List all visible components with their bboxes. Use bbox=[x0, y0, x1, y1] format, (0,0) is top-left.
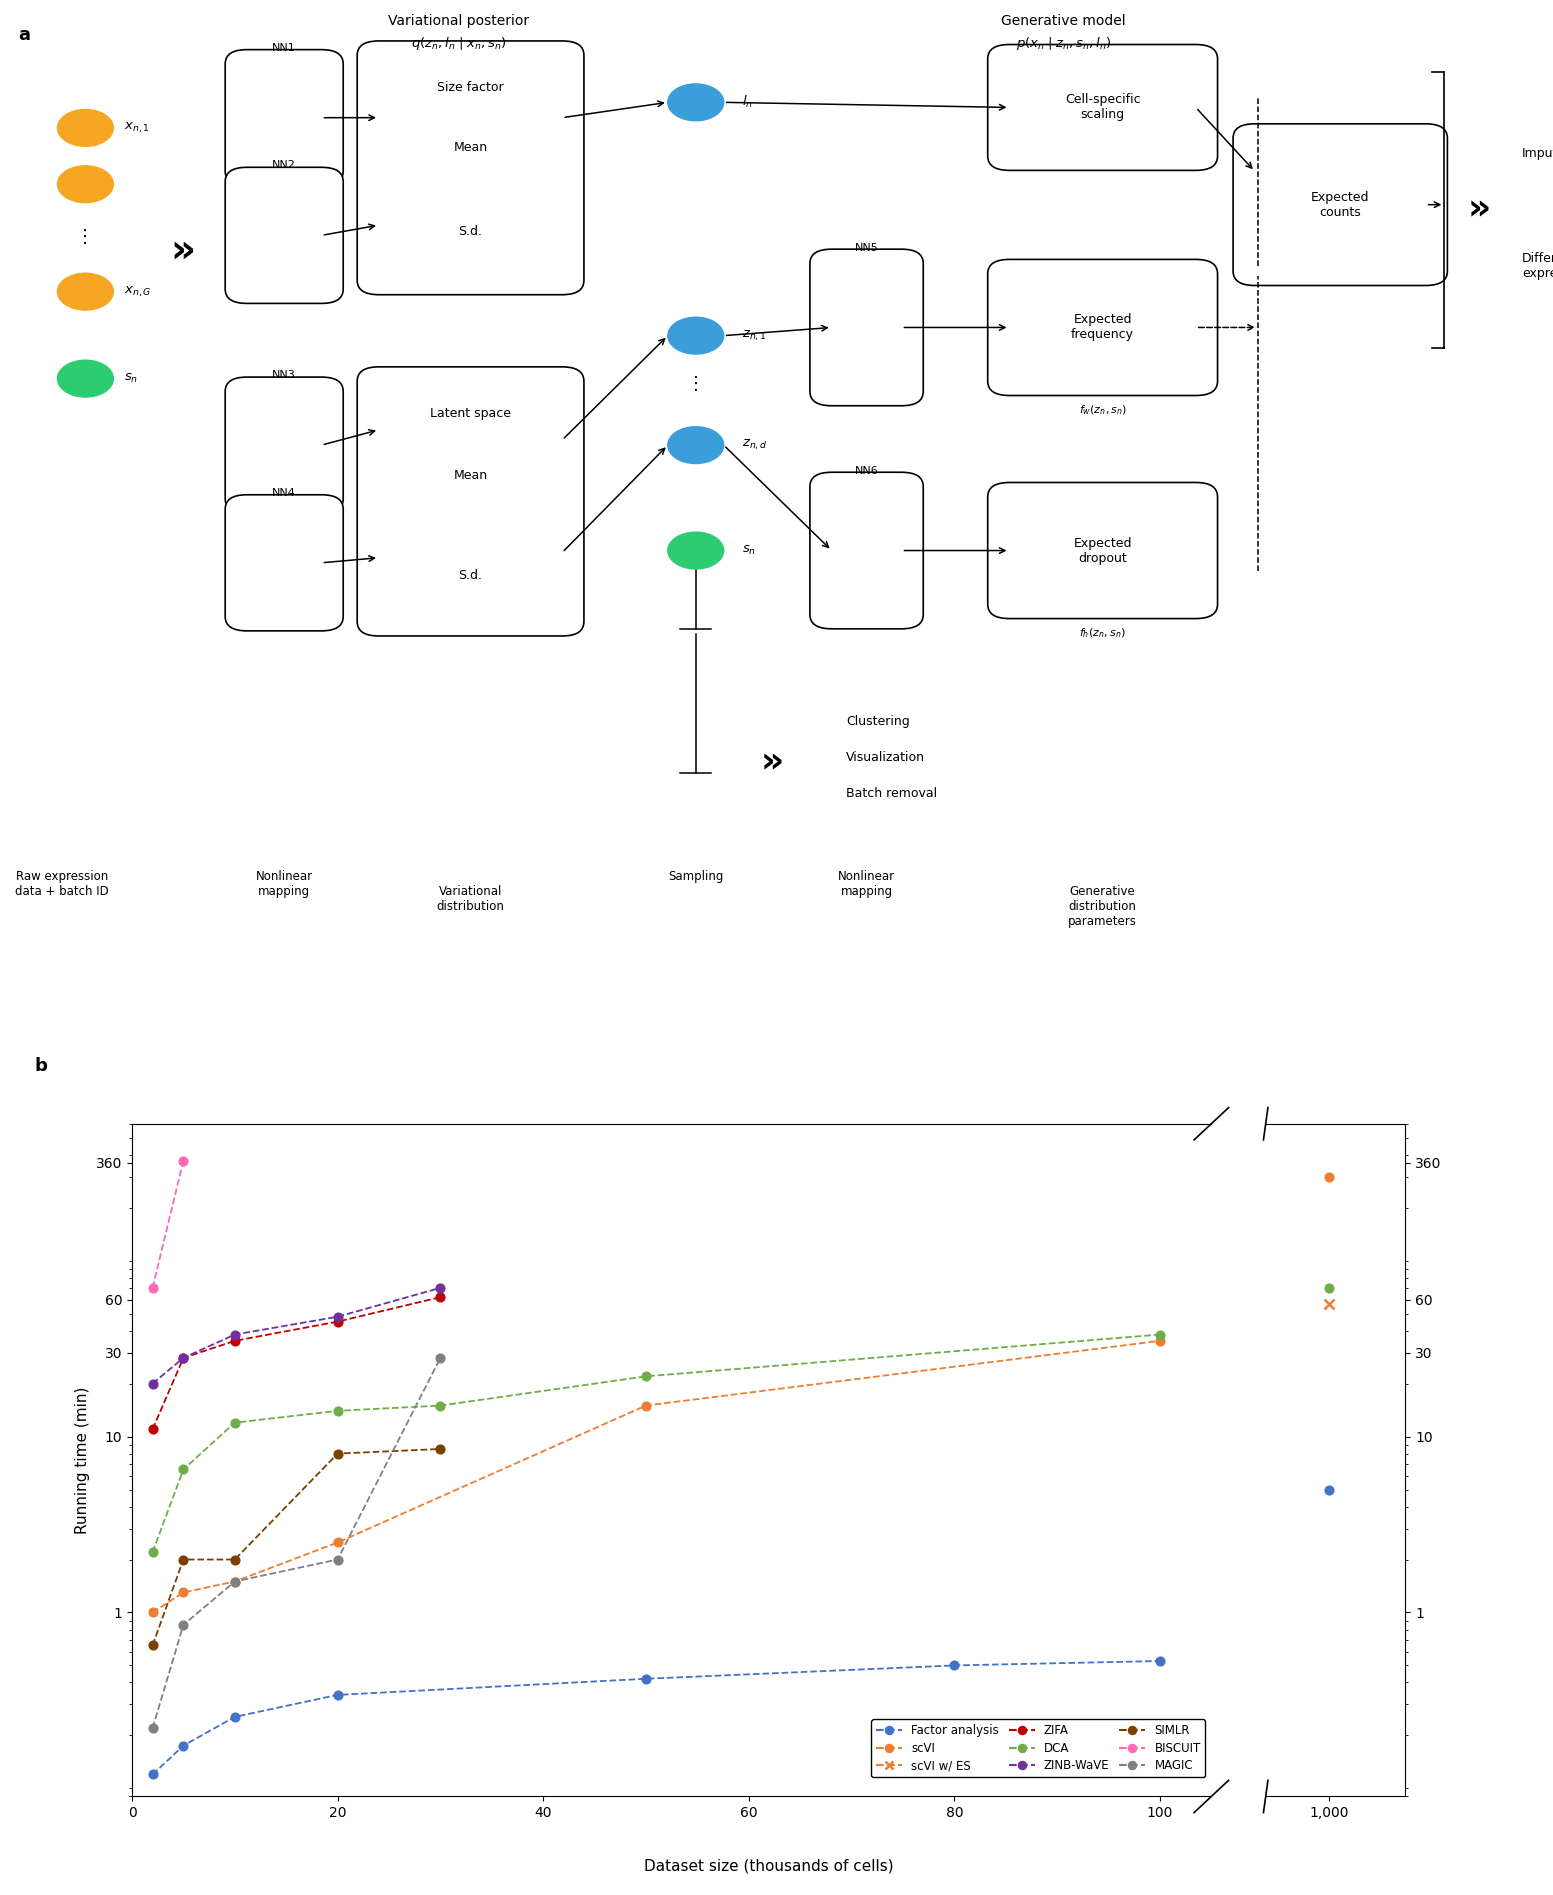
Circle shape bbox=[57, 273, 113, 311]
Text: $s_n$: $s_n$ bbox=[124, 371, 138, 385]
FancyBboxPatch shape bbox=[225, 377, 343, 514]
Text: NN3: NN3 bbox=[272, 370, 297, 381]
Text: Cell-specific
scaling: Cell-specific scaling bbox=[1065, 93, 1140, 121]
Circle shape bbox=[668, 532, 724, 568]
Text: Size factor: Size factor bbox=[438, 81, 503, 95]
Circle shape bbox=[57, 360, 113, 398]
Text: Clustering: Clustering bbox=[846, 714, 910, 728]
FancyBboxPatch shape bbox=[988, 44, 1218, 171]
Text: $x_{n,G}$: $x_{n,G}$ bbox=[124, 284, 152, 299]
Text: Variational posterior: Variational posterior bbox=[388, 15, 528, 28]
Y-axis label: Running time (min): Running time (min) bbox=[76, 1387, 90, 1533]
Text: Variational
distribution: Variational distribution bbox=[436, 885, 505, 913]
Text: Latent space: Latent space bbox=[430, 407, 511, 421]
Legend: Factor analysis, scVI, scVI w/ ES, ZIFA, DCA, ZINB-WaVE, SIMLR, BISCUIT, MAGIC: Factor analysis, scVI, scVI w/ ES, ZIFA,… bbox=[871, 1719, 1205, 1778]
FancyBboxPatch shape bbox=[357, 368, 584, 637]
Text: NN2: NN2 bbox=[272, 161, 297, 171]
Text: »: » bbox=[761, 745, 784, 779]
Text: S.d.: S.d. bbox=[458, 568, 483, 582]
Text: Dataset size (thousands of cells): Dataset size (thousands of cells) bbox=[644, 1859, 893, 1874]
Text: NN1: NN1 bbox=[272, 44, 297, 53]
Text: Nonlinear
mapping: Nonlinear mapping bbox=[256, 870, 312, 898]
FancyBboxPatch shape bbox=[811, 472, 922, 629]
Text: a: a bbox=[19, 27, 31, 44]
Text: Imputation: Imputation bbox=[1522, 148, 1553, 159]
Text: Expected
frequency: Expected frequency bbox=[1072, 313, 1134, 341]
Circle shape bbox=[668, 316, 724, 354]
Text: $x_{n,1}$: $x_{n,1}$ bbox=[124, 121, 151, 135]
FancyBboxPatch shape bbox=[225, 495, 343, 631]
Text: b: b bbox=[34, 1057, 47, 1074]
Text: Visualization: Visualization bbox=[846, 750, 926, 764]
Text: Expected
dropout: Expected dropout bbox=[1073, 536, 1132, 565]
Text: $z_{n,d}$: $z_{n,d}$ bbox=[742, 438, 767, 453]
FancyBboxPatch shape bbox=[357, 42, 584, 296]
Text: Mean: Mean bbox=[453, 470, 488, 483]
FancyBboxPatch shape bbox=[225, 49, 343, 186]
Text: $l_n$: $l_n$ bbox=[742, 95, 753, 110]
Text: Batch removal: Batch removal bbox=[846, 786, 938, 800]
Text: ⋮: ⋮ bbox=[76, 229, 95, 246]
Text: $f_h(z_n, s_n)$: $f_h(z_n, s_n)$ bbox=[1079, 627, 1126, 641]
Circle shape bbox=[57, 165, 113, 203]
Text: $z_{n,1}$: $z_{n,1}$ bbox=[742, 328, 767, 343]
Text: $f_w(z_n, s_n)$: $f_w(z_n, s_n)$ bbox=[1078, 404, 1127, 417]
Text: Mean: Mean bbox=[453, 140, 488, 153]
Text: $q(z_n, l_n\mid x_n, s_n)$: $q(z_n, l_n\mid x_n, s_n)$ bbox=[410, 34, 506, 51]
Text: »: » bbox=[1468, 193, 1491, 227]
Text: ⋮: ⋮ bbox=[686, 375, 705, 392]
Text: Nonlinear
mapping: Nonlinear mapping bbox=[839, 870, 895, 898]
Text: Expected
counts: Expected counts bbox=[1311, 191, 1370, 218]
Circle shape bbox=[57, 110, 113, 146]
Text: $s_n$: $s_n$ bbox=[742, 544, 756, 557]
Text: S.d.: S.d. bbox=[458, 226, 483, 237]
Text: NN6: NN6 bbox=[854, 466, 879, 476]
Text: Generative model: Generative model bbox=[1002, 15, 1126, 28]
Text: $p(x_n\mid z_n, s_n, l_n)$: $p(x_n\mid z_n, s_n, l_n)$ bbox=[1016, 34, 1112, 51]
Text: »: » bbox=[171, 231, 196, 269]
Circle shape bbox=[668, 83, 724, 121]
Text: NN5: NN5 bbox=[854, 243, 879, 254]
Circle shape bbox=[668, 426, 724, 464]
Text: NN4: NN4 bbox=[272, 487, 297, 498]
Text: Raw expression
data + batch ID: Raw expression data + batch ID bbox=[16, 870, 109, 898]
Text: Generative
distribution
parameters: Generative distribution parameters bbox=[1068, 885, 1137, 929]
FancyBboxPatch shape bbox=[811, 248, 922, 406]
Text: Sampling: Sampling bbox=[668, 870, 724, 883]
FancyBboxPatch shape bbox=[1233, 123, 1447, 286]
FancyBboxPatch shape bbox=[225, 167, 343, 303]
FancyBboxPatch shape bbox=[988, 260, 1218, 396]
Text: Differential
expression: Differential expression bbox=[1522, 252, 1553, 280]
FancyBboxPatch shape bbox=[988, 483, 1218, 618]
